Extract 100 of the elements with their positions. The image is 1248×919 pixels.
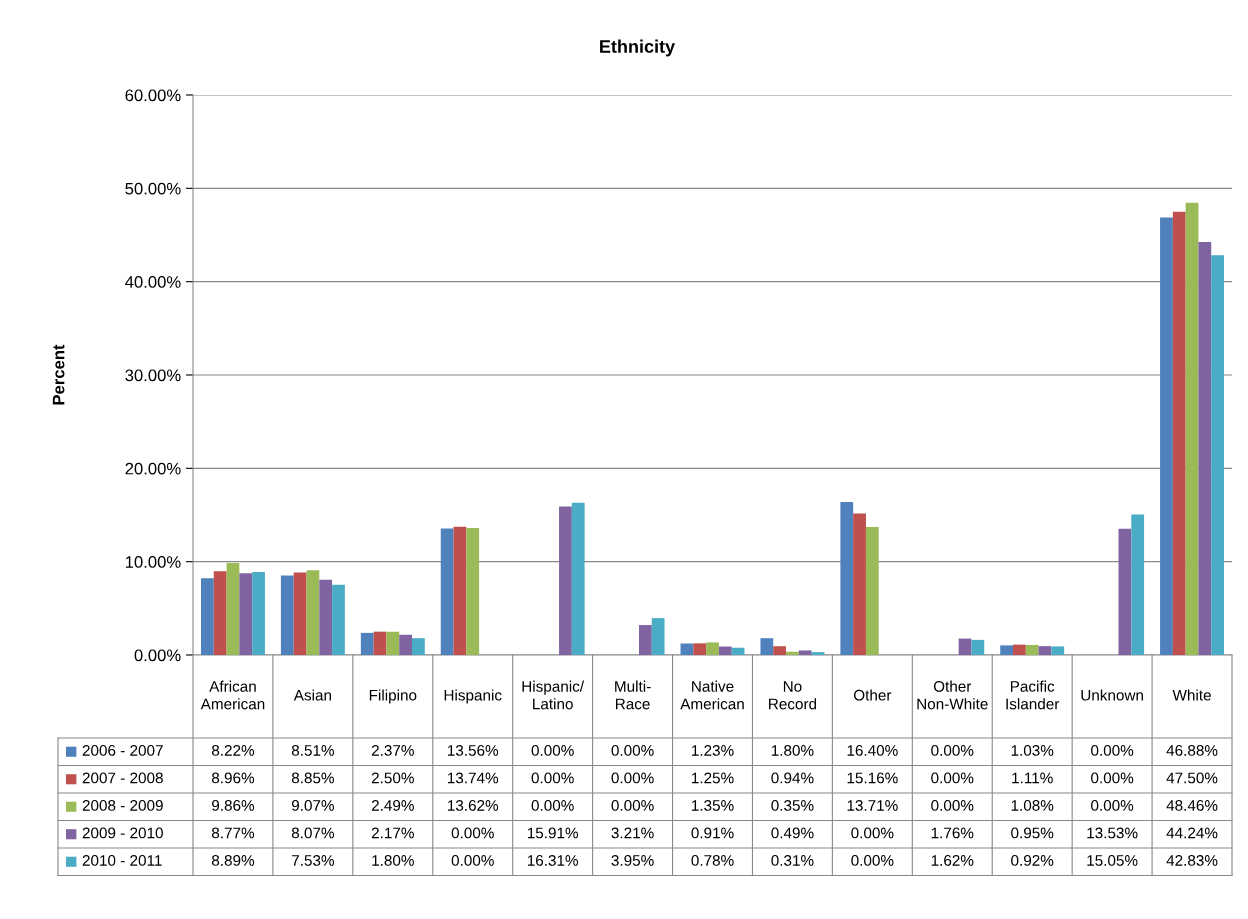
data-label: 1.08% <box>1011 800 1054 811</box>
bar <box>1013 644 1026 655</box>
bar <box>1198 242 1212 655</box>
chart-title: Ethnicity <box>600 39 676 57</box>
data-label: 8.77% <box>211 827 255 839</box>
data-label: 0.00% <box>531 800 574 811</box>
x-tick-label: Pacific Islander <box>1006 680 1060 710</box>
data-label: 1.80% <box>771 745 814 756</box>
data-label: 1.62% <box>931 855 974 866</box>
bar <box>226 562 240 655</box>
legend-label: 2010 - 2011 <box>82 855 162 866</box>
x-tick-label: Asian <box>293 689 331 701</box>
data-label: 8.51% <box>291 745 334 756</box>
bar <box>1172 211 1186 655</box>
data-label: 0.49% <box>771 827 814 839</box>
data-label: 0.00% <box>611 800 654 811</box>
bar <box>213 571 227 655</box>
bar <box>1025 644 1039 655</box>
x-tick-label: African American <box>200 680 265 710</box>
data-label: 13.71% <box>847 800 898 811</box>
data-label: 8.96% <box>211 772 255 784</box>
data-label: 0.00% <box>531 772 574 784</box>
data-label: 0.00% <box>531 745 574 756</box>
bar <box>559 506 572 655</box>
bar <box>971 639 985 655</box>
data-label: 8.22% <box>211 745 255 756</box>
data-label: 8.07% <box>291 827 334 839</box>
data-label: 46.88% <box>1166 745 1218 756</box>
bar <box>786 651 799 655</box>
data-label: 2.50% <box>371 772 414 784</box>
data-label: 0.91% <box>691 827 734 839</box>
bar <box>773 646 787 655</box>
x-tick-label: Hispanic/Latino <box>522 680 585 710</box>
data-label: 2.37% <box>371 745 414 756</box>
data-label: 1.76% <box>931 827 974 839</box>
bar <box>865 527 879 655</box>
legend-label: 2008 - 2009 <box>82 800 163 811</box>
data-label: 1.80% <box>372 855 414 866</box>
data-label: 13.56% <box>447 745 499 756</box>
data-label: 44.24% <box>1166 827 1218 839</box>
bar <box>760 638 774 655</box>
data-label: 0.00% <box>1091 745 1134 756</box>
data-label: 0.00% <box>931 745 974 756</box>
bar <box>798 650 812 655</box>
bar <box>360 632 374 655</box>
bar <box>958 638 972 655</box>
bar <box>651 618 665 655</box>
bar <box>319 579 333 655</box>
data-label: 13.53% <box>1087 827 1138 839</box>
bar <box>718 646 732 655</box>
data-label: 15.91% <box>527 827 579 839</box>
bar <box>280 575 294 655</box>
bar <box>466 527 480 655</box>
bar <box>440 528 454 655</box>
bar <box>840 501 854 655</box>
data-label: 0.35% <box>771 800 814 811</box>
x-tick-label: No Record <box>769 681 817 710</box>
data-label: 0.00% <box>1091 772 1134 784</box>
data-label: 0.00% <box>931 772 974 784</box>
bar <box>239 573 253 655</box>
data-label: 0.78% <box>691 855 734 866</box>
data-label: 0.00% <box>611 745 654 756</box>
x-tick-label: White <box>1172 689 1211 701</box>
bar <box>373 631 387 655</box>
legend-label: 2009 - 2010 <box>82 827 163 839</box>
y-tick-label: 30.00% <box>125 369 181 382</box>
data-label: 8.89% <box>211 855 255 866</box>
bar <box>571 502 585 655</box>
data-label: 0.92% <box>1011 855 1054 866</box>
data-label: 0.00% <box>851 855 894 866</box>
y-tick-label: 20.00% <box>125 462 181 475</box>
x-tick-label: Filipino <box>369 689 417 704</box>
y-tick-label: 60.00% <box>125 89 181 102</box>
x-tick-label: Unknown <box>1081 689 1143 701</box>
x-tick-label: Multi-Race <box>615 680 651 710</box>
bar <box>1160 217 1173 655</box>
data-label: 2.49% <box>371 800 414 811</box>
bar <box>1038 646 1052 655</box>
bar <box>638 625 652 655</box>
data-label: 9.07% <box>291 800 334 811</box>
x-tick-label: Other Non-White <box>917 680 988 710</box>
data-label: 0.00% <box>451 855 494 866</box>
data-label: 48.46% <box>1166 800 1218 811</box>
x-tick-label: Native American <box>680 680 744 710</box>
bar <box>411 638 425 655</box>
y-axis-title: Percent <box>52 344 65 405</box>
legend-label: 2007 - 2008 <box>82 772 163 784</box>
data-label: 1.11% <box>1012 772 1053 784</box>
data-label: 13.62% <box>447 800 499 811</box>
bar <box>453 526 467 655</box>
bar <box>811 652 825 655</box>
bar <box>853 513 866 655</box>
data-label: 8.85% <box>291 772 334 784</box>
bar <box>306 570 320 655</box>
data-label: 15.16% <box>847 772 898 784</box>
bar <box>1185 202 1199 655</box>
data-label: 7.53% <box>292 855 334 866</box>
data-label: 1.23% <box>692 745 734 756</box>
bar <box>693 643 707 655</box>
x-tick-label: Hispanic <box>444 689 502 704</box>
